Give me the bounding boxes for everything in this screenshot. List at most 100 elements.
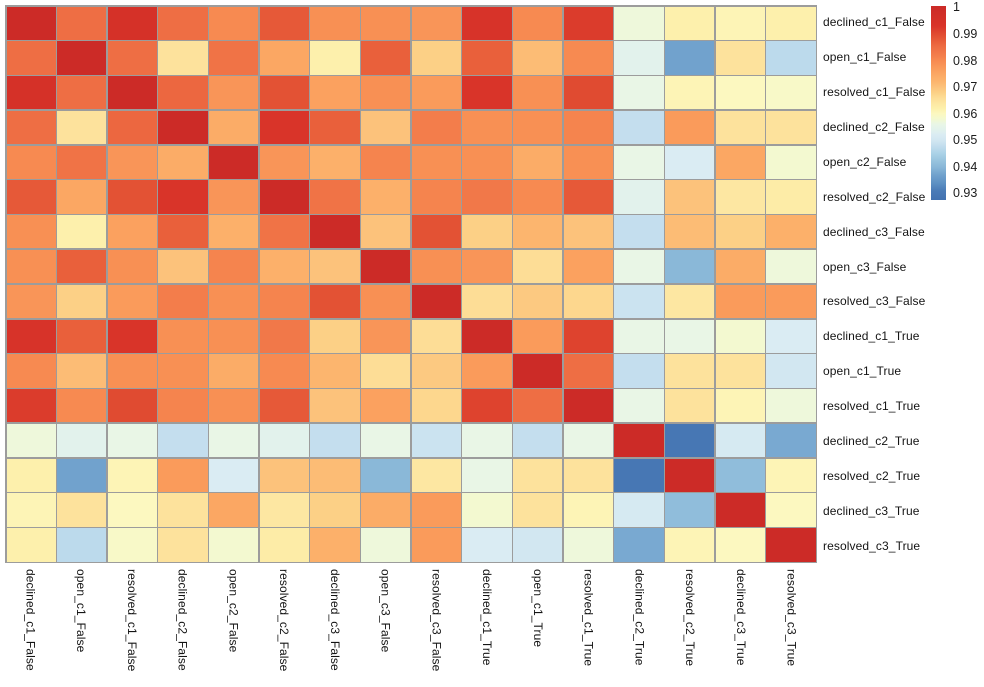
heatmap-cell: [462, 249, 512, 284]
heatmap-cell: [209, 493, 259, 527]
column-axis-labels: declined_c1_False open_c1_False resolved_c…: [5, 569, 817, 687]
heatmap-cell: [665, 458, 715, 492]
heatmap-cell: [715, 284, 765, 319]
heatmap-cell: [614, 319, 664, 353]
heatmap-cell: [107, 389, 157, 423]
heatmap-cell: [6, 528, 56, 562]
heatmap-cell: [6, 6, 56, 40]
heatmap-cell: [310, 180, 360, 214]
heatmap-cell: [766, 493, 816, 527]
heatmap-cell: [209, 41, 259, 75]
row-label: declined_c3_True: [823, 503, 920, 518]
heatmap-cell: [513, 319, 563, 353]
row-label: open_c1_False: [823, 50, 907, 65]
colorbar-gradient: [931, 6, 946, 200]
heatmap-cell: [614, 6, 664, 40]
column-label-text: declined_c1_False: [23, 569, 38, 671]
heatmap-cell: [259, 76, 309, 110]
heatmap-cell: [209, 76, 259, 110]
heatmap-cell: [158, 493, 208, 527]
heatmap-cell: [614, 389, 664, 423]
heatmap-cell: [462, 145, 512, 179]
heatmap-cell: [57, 493, 107, 527]
heatmap-cell: [259, 180, 309, 214]
heatmap-cell: [57, 354, 107, 388]
heatmap-cell: [513, 41, 563, 75]
heatmap-cell: [411, 76, 461, 110]
heatmap-cell: [715, 319, 765, 353]
heatmap-cell: [310, 145, 360, 179]
heatmap-cell: [665, 145, 715, 179]
column-label-text: resolved_c2_True: [683, 569, 698, 667]
heatmap-cell: [259, 319, 309, 353]
colorbar-tick-label: 0.96: [953, 106, 978, 121]
row-axis-labels: declined_c1_False open_c1_False resolved_c…: [823, 5, 981, 563]
heatmap-cell: [209, 389, 259, 423]
heatmap-cell: [563, 284, 613, 319]
heatmap-cell: [411, 6, 461, 40]
heatmap-cell: [107, 493, 157, 527]
heatmap-cell: [57, 458, 107, 492]
heatmap-cell: [361, 249, 411, 284]
heatmap-cell: [209, 6, 259, 40]
heatmap-cell: [6, 389, 56, 423]
heatmap-cell: [310, 423, 360, 458]
heatmap-cell: [614, 76, 664, 110]
heatmap-cell: [462, 110, 512, 145]
heatmap-cell: [209, 145, 259, 179]
heatmap-cell: [158, 389, 208, 423]
row-label: resolved_c1_True: [823, 399, 921, 414]
heatmap-cell: [6, 145, 56, 179]
heatmap-cell: [6, 215, 56, 249]
column-label: resolved_c2_True: [665, 569, 716, 687]
heatmap-cell: [766, 41, 816, 75]
heatmap-cell: [462, 319, 512, 353]
heatmap-cell: [361, 41, 411, 75]
column-label-text: resolved_c1_True: [581, 569, 596, 667]
heatmap-cell: [158, 319, 208, 353]
heatmap-cell: [513, 493, 563, 527]
heatmap-cell: [57, 6, 107, 40]
heatmap-cell: [614, 528, 664, 562]
heatmap-cell: [665, 180, 715, 214]
heatmap-cell: [361, 145, 411, 179]
heatmap-cell: [715, 458, 765, 492]
heatmap-cell: [411, 215, 461, 249]
heatmap-cell: [665, 284, 715, 319]
heatmap-cell: [107, 528, 157, 562]
heatmap-cell: [310, 41, 360, 75]
heatmap-cell: [411, 493, 461, 527]
heatmap-cell: [209, 180, 259, 214]
heatmap-cell: [361, 458, 411, 492]
row-label: resolved_c3_False: [823, 294, 926, 309]
row-label: declined_c1_False: [823, 15, 925, 30]
heatmap-cell: [107, 41, 157, 75]
heatmap-cell: [107, 423, 157, 458]
heatmap-cell: [715, 110, 765, 145]
column-label-text: open_c1_False: [74, 569, 89, 653]
column-label: open_c1_False: [56, 569, 107, 687]
heatmap-cell: [513, 284, 563, 319]
row-label: declined_c2_True: [823, 433, 920, 448]
heatmap-cell: [563, 354, 613, 388]
heatmap-cell: [57, 249, 107, 284]
heatmap-cell: [513, 249, 563, 284]
heatmap-cell: [6, 284, 56, 319]
heatmap-cell: [310, 319, 360, 353]
column-label-text: open_c1_True: [530, 569, 545, 648]
column-label-text: declined_c1_True: [480, 569, 495, 666]
colorbar-tick-label: 0.94: [953, 159, 978, 174]
heatmap-cell: [310, 493, 360, 527]
heatmap-cell: [665, 354, 715, 388]
heatmap-cell: [766, 145, 816, 179]
heatmap-cell: [563, 423, 613, 458]
heatmap-cell: [513, 389, 563, 423]
heatmap-cell: [513, 76, 563, 110]
heatmap-cell: [766, 354, 816, 388]
heatmap-cell: [57, 41, 107, 75]
row-label: resolved_c1_False: [823, 85, 926, 100]
heatmap-cell: [158, 76, 208, 110]
heatmap-cell: [6, 76, 56, 110]
heatmap-cell: [411, 145, 461, 179]
heatmap-cell: [766, 284, 816, 319]
